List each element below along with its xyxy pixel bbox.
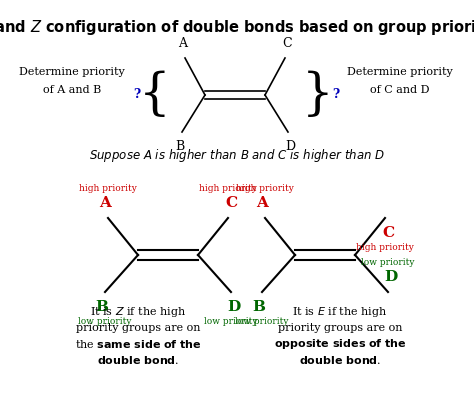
Text: It is $\mathbf{\it{E}}$ if the high: It is $\mathbf{\it{E}}$ if the high [292, 305, 388, 319]
Text: {: { [139, 70, 171, 120]
Text: It is $\mathbf{\it{Z}}$ if the high: It is $\mathbf{\it{Z}}$ if the high [90, 305, 186, 319]
Text: $\mathbf{double\ bond}$.: $\mathbf{double\ bond}$. [97, 354, 179, 366]
Text: low priority: low priority [204, 317, 258, 326]
Text: high priority: high priority [199, 184, 257, 193]
Text: D: D [285, 140, 295, 153]
Text: ?: ? [134, 88, 141, 101]
Text: C: C [225, 196, 237, 210]
Text: }: } [302, 70, 334, 120]
Text: C: C [282, 37, 292, 50]
Text: $\mathbf{\it{E}}$ $\mathbf{and}$ $\mathbf{\it{Z}}$ $\mathbf{configuration\ of\ d: $\mathbf{\it{E}}$ $\mathbf{and}$ $\mathb… [0, 18, 474, 37]
Text: D: D [228, 300, 241, 314]
Text: A: A [99, 196, 111, 210]
Text: the $\mathbf{same\ side\ of\ the}$: the $\mathbf{same\ side\ of\ the}$ [75, 338, 201, 350]
Text: of A and B: of A and B [43, 85, 101, 95]
Text: ?: ? [332, 88, 339, 101]
Text: of C and D: of C and D [370, 85, 430, 95]
Text: high priority: high priority [236, 184, 294, 193]
Text: priority groups are on: priority groups are on [76, 323, 200, 333]
Text: Determine priority: Determine priority [347, 67, 453, 77]
Text: $\it{Suppose}$ $\mathbf{\it{A}}$ $\it{is\ higher\ than}$ $\mathbf{\it{B}}$ $\it{: $\it{Suppose}$ $\mathbf{\it{A}}$ $\it{is… [89, 147, 385, 164]
Text: C: C [382, 226, 394, 240]
Text: $\mathbf{double\ bond}$.: $\mathbf{double\ bond}$. [299, 354, 381, 366]
Text: A: A [256, 196, 268, 210]
Text: low priority: low priority [235, 317, 289, 326]
Text: low priority: low priority [78, 317, 132, 326]
Text: B: B [253, 300, 265, 314]
Text: high priority: high priority [356, 243, 414, 252]
Text: Determine priority: Determine priority [19, 67, 125, 77]
Text: D: D [384, 270, 398, 284]
Text: B: B [95, 300, 109, 314]
Text: high priority: high priority [79, 184, 137, 193]
Text: A: A [179, 37, 188, 50]
Text: low priority: low priority [361, 258, 415, 267]
Text: priority groups are on: priority groups are on [278, 323, 402, 333]
Text: $\mathbf{opposite\ sides\ of\ the}$: $\mathbf{opposite\ sides\ of\ the}$ [273, 337, 406, 351]
Text: B: B [175, 140, 185, 153]
